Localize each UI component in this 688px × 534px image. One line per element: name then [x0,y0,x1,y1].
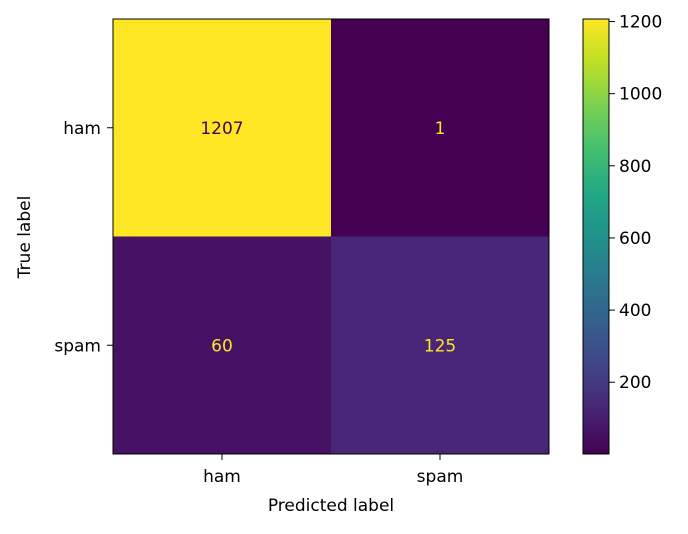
y-tick-label: ham [63,119,101,139]
cell-value-label: 1207 [200,119,243,139]
cell-value-label: 60 [211,336,233,356]
cell-ham-spam [331,19,549,237]
y-axis-label: True label [15,196,35,280]
x-tick-label: spam [417,467,464,487]
cell-value-label: 1 [435,119,446,139]
x-tick-label: ham [203,467,241,487]
x-axis-ticks: ham spam [203,454,463,487]
cell-ham-ham [113,19,331,237]
x-axis-label: Predicted label [268,496,394,516]
colorbar-tick-label: 1200 [619,13,662,33]
plot-frame [112,18,550,455]
y-tick-label: spam [54,336,101,356]
heatmap-cells: 1207 1 60 125 [113,19,549,454]
cell-value-label: 125 [424,336,456,356]
colorbar [582,18,610,455]
colorbar-tick-label: 200 [619,373,651,393]
colorbar-tick-label: 800 [619,157,651,177]
colorbar-tick-label: 600 [619,229,651,249]
y-axis-ticks: ham spam [54,119,113,356]
colorbar-tick-label: 400 [619,301,651,321]
colorbar-ticks: 200 400 600 800 1000 1200 [609,13,662,393]
cell-spam-ham [113,236,331,454]
cell-spam-spam [331,236,549,454]
colorbar-tick-label: 1000 [619,85,662,105]
